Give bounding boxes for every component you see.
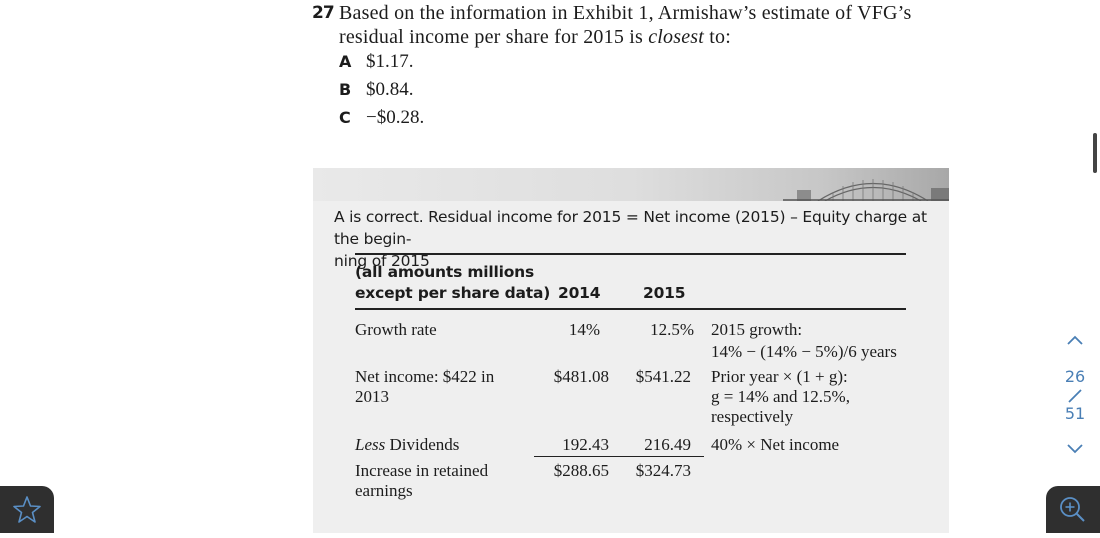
subtotal-rule [534,456,704,457]
row-net-income-label2: 2013 [355,387,389,406]
table-header-line2: except per share data) [355,284,551,302]
zoom-in-icon [1060,497,1085,522]
row-growth-2014: 14% [568,320,600,339]
question-text: Based on the information in Exhibit 1, A… [339,1,939,49]
table-header-description: (all amounts millions except per share d… [355,262,550,304]
row-growth-label: Growth rate [355,320,437,339]
answer-explanation-line2: ning of 2015 [334,252,430,270]
row-dividends-label-emph: Less [355,435,386,454]
chevron-down-icon[interactable] [1066,443,1084,455]
option-b-letter: B [339,80,351,99]
question-text-after: to: [704,26,731,48]
row-dividends-label-rest: Dividends [385,435,460,454]
row-growth-2015: 12.5% [650,320,694,339]
option-c-text: −$0.28. [366,107,425,128]
answer-explanation-line1: A is correct. Residual income for 2015 =… [334,208,927,248]
zoom-button[interactable] [1046,486,1100,533]
row-net-income-2014: $481.08 [553,367,609,386]
page-total: 51 [1064,404,1086,423]
row-retained-label1: Increase in retained [355,461,489,480]
option-c-letter: C [339,108,351,127]
row-retained-label2: earnings [355,481,413,500]
answer-banner [313,168,949,201]
option-b-text: $0.84. [366,79,414,100]
row-growth-note2: 14% − (14% − 5%)/6 years [711,342,897,361]
row-net-income-label: Net income: $422 in 2013 [355,367,494,407]
table-header-2014: 2014 [558,284,601,302]
chevron-up-icon[interactable] [1066,334,1084,346]
table-top-rule [355,253,906,255]
row-retained-label: Increase in retained earnings [355,461,488,501]
row-dividends-2014: 192.43 [562,435,609,454]
table-header-line1: (all amounts millions [355,263,535,281]
question-text-before: Based on the information in Exhibit 1, A… [339,2,912,48]
option-a-letter: A [339,52,351,71]
answer-panel: A is correct. Residual income for 2015 =… [313,168,949,533]
row-net-income-label1: Net income: $422 in [355,367,495,386]
answer-explanation: A is correct. Residual income for 2015 =… [334,206,934,272]
table-header-2015: 2015 [643,284,686,302]
option-a[interactable]: A $1.17. [339,51,414,73]
row-net-income-note2: g = 14% and 12.5%, [711,387,850,406]
row-net-income-note1: Prior year × (1 + g): [711,367,848,386]
bookmark-button[interactable] [0,486,54,533]
row-dividends-label: Less Dividends [355,435,459,455]
page-current: 26 [1064,367,1086,386]
question-number: 27 [312,3,335,23]
row-net-income-note: Prior year × (1 + g): g = 14% and 12.5%,… [711,367,850,427]
bridge-illustration [783,179,949,201]
option-c[interactable]: C −$0.28. [339,107,424,129]
row-net-income-note3: respectively [711,407,794,426]
row-retained-2015: $324.73 [635,461,691,480]
row-retained-2014: $288.65 [553,461,609,480]
table-header-rule [355,308,906,310]
star-icon [13,496,41,523]
scrollbar-thumb[interactable] [1093,133,1097,173]
option-a-text: $1.17. [366,51,414,72]
row-growth-note1: 2015 growth: [711,320,803,339]
page-divider-slash [1068,389,1082,403]
row-net-income-2015: $541.22 [635,367,691,386]
option-b[interactable]: B $0.84. [339,79,414,101]
row-dividends-note: 40% × Net income [711,435,840,454]
question-text-emphasis: closest [648,26,705,48]
row-growth-note: 2015 growth: 14% − (14% − 5%)/6 years [711,320,897,362]
row-dividends-2015: 216.49 [644,435,691,454]
